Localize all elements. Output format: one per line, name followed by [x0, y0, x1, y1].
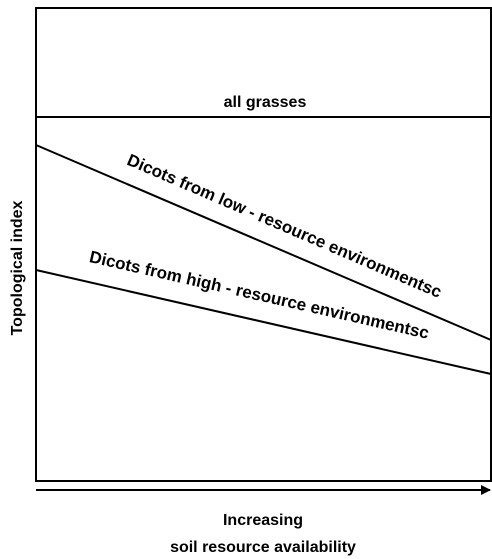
low-resource-line [35, 144, 492, 341]
y-axis-label: Topological index [9, 200, 26, 335]
plot-frame [35, 7, 492, 482]
high-resource-line [35, 269, 492, 375]
x-axis-label: Increasing [223, 512, 303, 529]
line-label: all grasses [224, 94, 307, 111]
x-axis-label: soil resource availability [170, 539, 356, 556]
